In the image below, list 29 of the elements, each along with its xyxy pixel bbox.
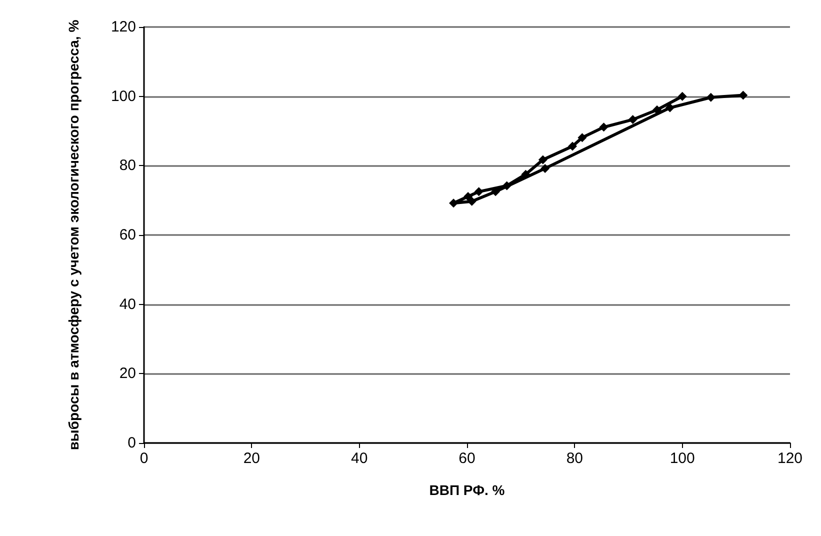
y-tick-label: 120 [110,18,136,36]
y-tick-label: 60 [119,226,136,244]
y-tick-label: 0 [128,434,136,452]
y-tick-label: 40 [119,296,136,313]
x-tick-label: 60 [458,450,476,467]
point [578,133,587,142]
y-axis-title: выбросы в атмосферу с учетом экологического прогресса, % [66,19,82,450]
point [540,164,550,173]
point [474,187,484,196]
y-tick-label: 80 [119,157,136,174]
x-tick-label: 0 [140,450,148,467]
x-tick-label: 100 [670,450,695,467]
point [706,92,716,102]
y-tick-label: 20 [119,365,136,382]
x-tick-label: 40 [350,450,368,467]
x-tick-label: 20 [243,450,260,467]
point [599,122,608,132]
x-tick-label: 120 [777,450,803,467]
y-tick-label: 100 [110,88,136,105]
point [464,192,473,202]
point [568,142,578,151]
point [628,115,638,124]
x-tick-label: 80 [566,450,584,467]
point [449,198,458,208]
point [678,92,687,101]
point [502,181,512,190]
x-axis-title: ВВП РФ. % [429,482,506,498]
point [538,155,548,164]
point [665,103,674,112]
